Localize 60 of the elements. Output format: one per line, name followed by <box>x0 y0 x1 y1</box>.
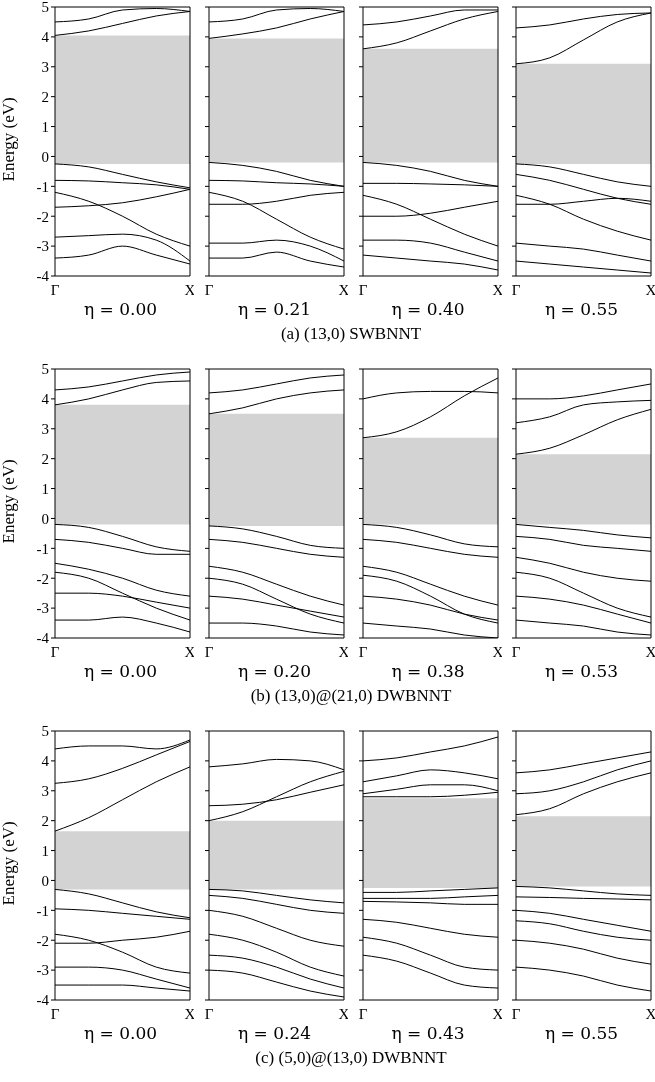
x-tick-label: Γ <box>358 281 368 298</box>
x-tick-label: Γ <box>50 1005 60 1022</box>
y-tick-label: -4 <box>36 992 50 1009</box>
text: (b) (13,0)@(21,0) DWBNNT <box>249 686 453 706</box>
y-tick-label: 1 <box>41 480 49 497</box>
y-tick-label: -1 <box>36 902 49 919</box>
x-axis-title: η = 0.55 <box>543 1022 620 1044</box>
x-tick-label: Γ <box>204 643 214 660</box>
y-tick-label: 5 <box>41 723 49 740</box>
x-tick-label: Γ <box>358 643 368 660</box>
y-tick-label: 3 <box>41 783 49 800</box>
y-tick-label: -1 <box>36 540 49 557</box>
x-tick-label: Γ <box>204 281 214 298</box>
x-axis-title: η = 0.20 <box>236 660 313 682</box>
y-tick-label: -3 <box>36 962 49 979</box>
x-tick-label: Γ <box>358 1005 368 1022</box>
x-axis-title: η = 0.21 <box>236 298 313 320</box>
x-axis-title: η = 0.00 <box>82 1022 159 1044</box>
x-tick-label: Γ <box>511 643 521 660</box>
y-tick-label: 2 <box>41 88 49 105</box>
text: (a) (13,0) SWBNNT <box>279 324 423 344</box>
x-tick-label: Γ <box>511 1005 521 1022</box>
x-tick-label: Γ <box>204 1005 214 1022</box>
y-tick-label: 5 <box>41 0 49 16</box>
y-tick-label: 0 <box>41 510 49 527</box>
x-tick-label: Γ <box>50 643 60 660</box>
x-axis-title: η = 0.00 <box>82 298 159 320</box>
y-tick-label: -2 <box>36 570 49 587</box>
y-tick-label: 3 <box>41 59 49 76</box>
y-axis-title: Energy (eV) <box>0 821 19 906</box>
y-tick-label: -4 <box>36 630 50 647</box>
y-tick-label: 2 <box>41 812 49 829</box>
y-tick-label: 4 <box>41 391 50 408</box>
x-axis-title: η = 0.40 <box>390 298 466 320</box>
x-axis-title: η = 0.43 <box>390 1022 466 1044</box>
y-tick-label: -2 <box>36 932 49 949</box>
x-axis-title: η = 0.38 <box>390 660 466 682</box>
y-tick-label: 3 <box>41 421 49 438</box>
y-tick-label: 0 <box>41 872 49 889</box>
y-tick-label: -3 <box>36 238 49 255</box>
y-tick-label: -2 <box>36 208 49 225</box>
x-axis-title: η = 0.55 <box>543 298 620 320</box>
x-axis-title: η = 0.00 <box>82 660 159 682</box>
x-axis-title: η = 0.53 <box>543 660 620 682</box>
y-tick-label: 1 <box>41 842 49 859</box>
y-tick-label: 5 <box>41 361 49 378</box>
y-axis-title: Energy (eV) <box>0 97 19 182</box>
y-tick-label: -1 <box>36 178 49 195</box>
x-tick-label: Γ <box>50 281 60 298</box>
y-tick-label: 4 <box>41 753 50 770</box>
y-tick-label: 2 <box>41 450 49 467</box>
text: (c) (5,0)@(13,0) DWBNNT <box>254 1048 448 1068</box>
y-tick-label: 4 <box>41 29 50 46</box>
y-tick-label: -4 <box>36 268 50 285</box>
y-tick-label: 1 <box>41 118 49 135</box>
y-axis-title: Energy (eV) <box>0 459 19 544</box>
x-tick-label: Γ <box>511 281 521 298</box>
y-tick-label: 0 <box>41 148 49 165</box>
x-axis-title: η = 0.24 <box>236 1022 313 1044</box>
y-tick-label: -3 <box>36 600 49 617</box>
